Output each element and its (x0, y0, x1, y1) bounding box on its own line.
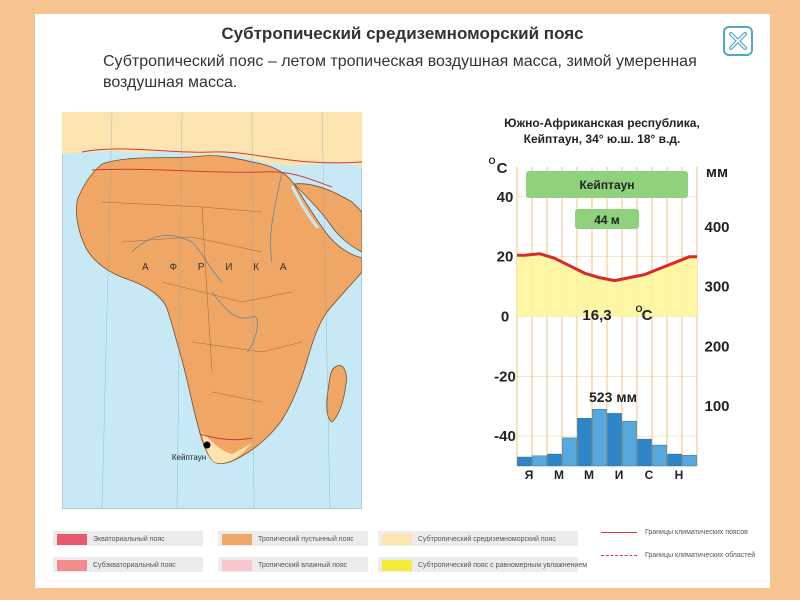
continent-label: А Ф Р И К А (142, 262, 296, 273)
legend-item-subtropical-uniform: Субтропический пояс с равномерным увлажн… (382, 558, 587, 572)
legend-swatch (382, 533, 412, 545)
page-subtitle: Субтропический пояс – летом тропическая … (103, 53, 697, 91)
legend-line-sample (601, 555, 637, 556)
month-label: М (584, 468, 594, 479)
temperature-line (517, 252, 697, 283)
page-title: Субтропический средиземноморский пояс (221, 24, 584, 43)
precip-bar (547, 453, 562, 467)
precip-bar (622, 420, 637, 467)
legend-item-subequatorial: Субэкваториальный пояс (57, 558, 176, 572)
africa-map: А Ф Р И К А Кейптаун (61, 111, 363, 510)
legend-label: Экваториальный пояс (93, 535, 165, 543)
precip-bar (637, 438, 652, 467)
chart-title-line2: Кейптаун, 34° ю.ш. 18° в.д. (524, 132, 681, 146)
legend-label: Границы климатических поясов (645, 529, 748, 536)
precip-bar (592, 408, 607, 467)
legend-label: Границы климатических областей (645, 552, 756, 559)
temp-tick-label: -40 (494, 428, 516, 445)
legend-line-region-borders: Границы климатических областей (601, 552, 755, 559)
month-label: Н (675, 468, 684, 479)
legend-item-tropical-desert: Тропический пустынный пояс (222, 532, 354, 546)
elevation-badge (575, 209, 639, 229)
legend-line-sample (601, 532, 637, 533)
slide: Субтропический средиземноморский пояс Су… (35, 14, 770, 588)
precip-bar (532, 455, 547, 467)
legend-swatch (222, 559, 252, 571)
temp-axis-unit-sup: О (488, 156, 495, 166)
legend-label: Субтропический средиземноморский пояс (418, 535, 556, 543)
legend-label: Субэкваториальный пояс (93, 561, 176, 569)
temp-tick-label: 0 (501, 309, 509, 326)
mean-temp-label: 16,3 (582, 307, 611, 324)
precip-axis-unit: мм (706, 164, 728, 181)
legend-swatch (382, 559, 412, 571)
legend-item-equatorial: Экваториальный пояс (57, 532, 165, 546)
precip-bar (562, 437, 577, 467)
precip-bar (667, 453, 682, 467)
station-label: Кейптаун (579, 178, 634, 192)
month-label: С (645, 468, 654, 479)
month-label: И (615, 468, 624, 479)
precip-bar (607, 413, 622, 467)
legend-swatch (57, 559, 87, 571)
precip-bar (652, 444, 667, 467)
mean-temp-unit: С (642, 307, 653, 324)
precip-tick-label: 300 (704, 279, 729, 296)
precip-tick-label: 200 (704, 338, 729, 355)
precip-bar (577, 417, 592, 467)
city-label: Кейптаун (172, 453, 206, 462)
legend-item-subtropical-mediterranean: Субтропический средиземноморский пояс (382, 532, 556, 546)
precip-tick-label: 400 (704, 219, 729, 236)
legend-label: Тропический пустынный пояс (258, 535, 354, 543)
month-label: Я (525, 468, 534, 479)
precip-tick-label: 100 (704, 398, 729, 415)
elevation-label: 44 м (594, 213, 620, 227)
station-badge (526, 171, 688, 198)
legend-swatch (57, 533, 87, 545)
legend: Экваториальный пояс Тропический пустынны… (53, 519, 770, 584)
temp-tick-label: 40 (497, 189, 514, 206)
legend-swatch (222, 533, 252, 545)
chart-title-line1: Южно-Африканская республика, (504, 116, 700, 130)
close-icon (729, 32, 747, 50)
climatogram: Южно-Африканская республика, Кейптаун, 34… (435, 109, 770, 482)
month-label: М (554, 468, 564, 479)
temp-tick-label: 20 (497, 249, 514, 266)
precip-bar (517, 456, 532, 467)
legend-label: Тропический влажный пояс (258, 561, 348, 569)
close-button[interactable] (723, 26, 753, 56)
precip-bar (682, 455, 697, 467)
legend-item-tropical-humid: Тропический влажный пояс (222, 558, 347, 572)
temp-axis-unit: С (497, 160, 508, 177)
temperature-area (517, 253, 697, 317)
legend-label: Субтропический пояс с равномерным увлажн… (418, 561, 588, 569)
annual-precip-label: 523 мм (589, 389, 637, 405)
mean-temp-sup: О (635, 304, 642, 314)
legend-line-belt-borders: Границы климатических поясов (601, 529, 748, 536)
temp-tick-label: -20 (494, 368, 516, 385)
